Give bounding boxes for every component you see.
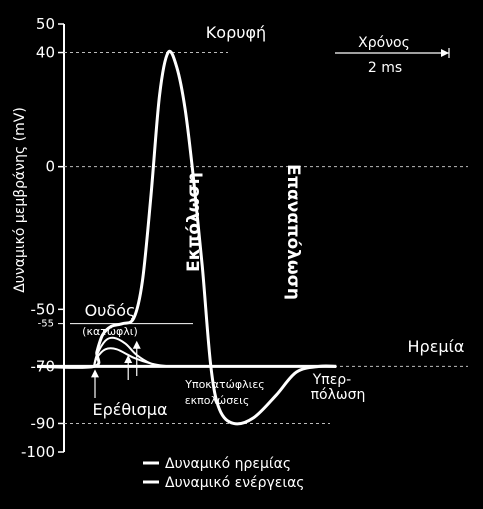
y-axis-title: Δυναμικό μεμβράνης (mV) — [12, 107, 28, 293]
time-scale-label: 2 ms — [368, 60, 402, 76]
y-tick-label: -90 — [31, 414, 56, 432]
repolarization-label: Επαναπόλωση — [283, 164, 303, 300]
resting-label: Ηρεμία — [408, 337, 465, 356]
y-tick-label: -50 — [31, 300, 56, 318]
depolarization-label: Εκπόλωση — [184, 172, 204, 272]
y-tick-label: 40 — [36, 44, 55, 62]
failed-label-1: Υποκατώφλιες — [184, 378, 265, 391]
stimulus-arrow-head — [91, 369, 99, 378]
y-tick-label: -55 — [38, 319, 54, 330]
hyperpolarization-label-2: πόλωση — [311, 387, 366, 403]
hyperpolarization-label-1: Υπερ- — [312, 372, 352, 388]
series-group — [36, 49, 337, 426]
stimulus-arrow-head — [124, 354, 133, 363]
stimulus-arrows — [91, 340, 141, 398]
failed-label-2: εκπολώσεις — [185, 394, 250, 407]
y-tick-label: -100 — [21, 443, 55, 461]
threshold-sub-label: (κατώφλι) — [82, 325, 138, 338]
legend-label-resting: Δυναμικό ηρεμίας — [165, 456, 291, 472]
time-scale-title: Χρόνος — [358, 35, 410, 51]
legend-label-action: Δυναμικό ενέργειας — [165, 475, 305, 491]
threshold-label: Ουδός — [85, 301, 136, 320]
peak-label: Κορυφή — [206, 23, 266, 42]
stimulus-arrow-head — [132, 340, 141, 349]
action-potential-curve — [36, 49, 337, 426]
y-tick-label: 0 — [45, 158, 55, 176]
y-tick-label: 50 — [36, 15, 55, 33]
failed-initiation-curve-2 — [93, 347, 169, 368]
stimulus-label: Ερέθισμα — [93, 400, 168, 419]
time-scale-arrow-head — [441, 49, 449, 57]
